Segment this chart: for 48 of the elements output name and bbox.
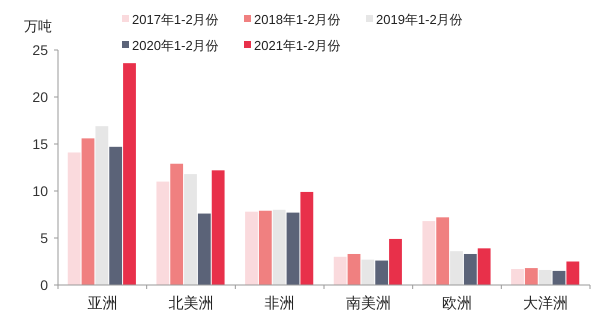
bar [212, 170, 225, 285]
bar [156, 182, 170, 285]
legend-label: 2018年1-2月份 [254, 12, 341, 27]
bar [184, 174, 197, 285]
bar [375, 260, 388, 285]
x-tick-label: 非洲 [264, 295, 295, 312]
bar [348, 254, 360, 285]
bar [258, 210, 272, 285]
y-tick-label: 5 [40, 230, 48, 246]
bar [450, 251, 463, 285]
x-tick-label: 北美洲 [168, 295, 214, 312]
x-tick-label: 南美洲 [346, 295, 391, 312]
bar [109, 146, 122, 285]
x-tick-label: 亚洲 [87, 295, 118, 312]
y-axis-title: 万吨 [24, 18, 52, 34]
bar [538, 270, 552, 285]
bar [524, 268, 538, 285]
y-tick-label: 25 [32, 42, 48, 58]
legend-label: 2020年1-2月份 [132, 38, 219, 53]
bar [123, 63, 136, 285]
bar [552, 270, 566, 285]
legend-label: 2017年1-2月份 [132, 12, 219, 27]
bar [272, 210, 286, 285]
y-tick-label: 20 [32, 89, 48, 105]
bar [170, 164, 184, 285]
bar [68, 152, 81, 285]
bar [389, 238, 402, 285]
legend-label: 2021年1-2月份 [254, 38, 341, 53]
bar [300, 192, 314, 285]
bar [422, 221, 436, 285]
bar [566, 262, 580, 285]
bar [95, 126, 108, 285]
bar [511, 269, 524, 285]
bar [478, 248, 491, 285]
bar [82, 138, 94, 285]
y-tick-label: 0 [40, 277, 48, 293]
y-tick-label: 15 [32, 136, 48, 152]
legend-label: 2019年1-2月份 [376, 12, 463, 27]
bar [245, 212, 258, 285]
bar [464, 254, 477, 285]
bar [361, 260, 374, 285]
bar [198, 214, 211, 285]
x-tick-label: 欧洲 [442, 295, 472, 312]
y-tick-label: 10 [32, 183, 48, 199]
bar [334, 256, 347, 285]
bar [286, 212, 300, 285]
x-tick-label: 大洋洲 [523, 295, 568, 312]
bar [436, 217, 450, 285]
